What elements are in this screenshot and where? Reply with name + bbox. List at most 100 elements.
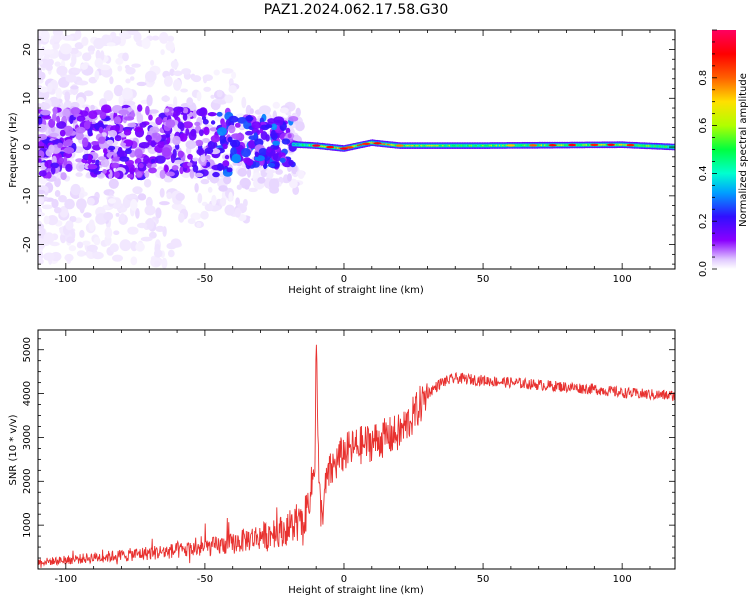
spectrogram-cell bbox=[231, 71, 237, 80]
spectrogram-cell bbox=[88, 110, 98, 119]
spectrogram-cell bbox=[92, 144, 102, 151]
x-tick-label: -50 bbox=[197, 274, 213, 285]
spectrogram-cell bbox=[98, 136, 106, 144]
spectrogram-cell bbox=[245, 115, 253, 121]
spectrogram-cell bbox=[134, 148, 143, 159]
spectrogram-cell bbox=[104, 227, 113, 239]
spectrogram-cell bbox=[187, 218, 196, 225]
spectrogram-cell bbox=[47, 82, 53, 93]
spectrogram-cell bbox=[51, 198, 59, 209]
spectrogram-cell bbox=[115, 57, 124, 65]
spectrogram-cell bbox=[136, 171, 142, 178]
spectrogram-cell bbox=[38, 124, 47, 133]
spectrogram-cell bbox=[70, 85, 79, 90]
spectrogram-cell bbox=[154, 155, 166, 164]
spectrogram-cell bbox=[41, 204, 53, 210]
spectrogram-cell bbox=[38, 86, 49, 93]
spectrogram-cell bbox=[131, 63, 141, 68]
spectrogram-hotspot bbox=[626, 143, 635, 147]
spectrogram-cell bbox=[268, 178, 280, 191]
spectrogram-cell bbox=[136, 81, 147, 87]
spectrogram-cell bbox=[100, 104, 112, 114]
spectrogram-cell bbox=[270, 123, 278, 131]
spectrogram-hotspot bbox=[362, 142, 371, 145]
spectrogram-cell bbox=[206, 161, 211, 167]
spectrogram-x-label: Height of straight line (km) bbox=[288, 285, 424, 296]
spectrogram-cell bbox=[107, 198, 117, 204]
spectrogram-cell bbox=[182, 113, 188, 121]
spectrogram-cell bbox=[123, 116, 135, 121]
spectrogram-cell bbox=[254, 151, 259, 157]
spectrogram-cell bbox=[49, 241, 60, 247]
x-tick-label: 100 bbox=[613, 274, 632, 285]
spectrogram-cell bbox=[75, 126, 86, 134]
spectrogram-cell bbox=[145, 134, 152, 142]
spectrogram-cell bbox=[112, 156, 122, 162]
spectrogram-cell bbox=[38, 60, 43, 65]
spectrogram-cell bbox=[38, 195, 45, 205]
spectrogram-cell bbox=[187, 162, 193, 167]
spectrogram-cell bbox=[150, 59, 155, 66]
spectrogram-cell bbox=[217, 100, 227, 105]
spectrogram-cell bbox=[59, 206, 69, 218]
colorbar-gradient bbox=[712, 30, 736, 269]
spectrogram-cell bbox=[288, 159, 294, 166]
spectrogram-hotspot bbox=[373, 142, 382, 145]
spectrogram-cell bbox=[66, 236, 75, 244]
spectrogram-cell bbox=[165, 41, 175, 51]
spectrogram-cell bbox=[94, 70, 100, 81]
snr-x-label: Height of straight line (km) bbox=[288, 585, 424, 596]
spectrogram-cell bbox=[224, 154, 230, 160]
spectrogram-cell bbox=[127, 30, 139, 36]
spectrogram-cell bbox=[178, 212, 185, 223]
spectrogram-cell bbox=[140, 236, 153, 242]
spectrogram-cell bbox=[76, 115, 86, 122]
spectrogram-cell bbox=[130, 256, 138, 266]
spectrogram-cell bbox=[203, 75, 208, 84]
y-tick-label: 4000 bbox=[22, 381, 33, 406]
spectrogram-cell bbox=[59, 43, 72, 55]
spectrogram-cell bbox=[121, 87, 133, 100]
spectrogram-cell bbox=[125, 194, 138, 199]
spectrogram-cell bbox=[229, 139, 241, 148]
spectrogram-cell bbox=[151, 163, 157, 168]
spectrogram-cell bbox=[189, 169, 195, 179]
spectrogram-cell bbox=[241, 148, 251, 158]
y-tick-label: 1000 bbox=[22, 512, 33, 537]
spectrogram-cell bbox=[161, 257, 168, 269]
spectrogram-cell bbox=[106, 139, 114, 145]
spectrogram-cell bbox=[165, 133, 171, 138]
spectrogram-cell bbox=[81, 36, 89, 46]
y-tick-label: 3000 bbox=[22, 425, 33, 450]
spectrogram-cell bbox=[38, 158, 42, 163]
spectrogram-cell bbox=[207, 112, 217, 117]
spectrogram-cell bbox=[203, 86, 212, 92]
spectrogram-cell bbox=[139, 121, 147, 128]
y-tick-label: 0 bbox=[22, 144, 33, 150]
spectrogram-cell bbox=[50, 165, 56, 175]
spectrogram-cell bbox=[46, 215, 59, 226]
spectrogram-cell bbox=[222, 143, 228, 150]
spectrogram-cell bbox=[238, 214, 247, 222]
spectrogram-cell bbox=[83, 212, 92, 218]
spectrogram-cell bbox=[136, 114, 144, 124]
spectrogram-cell bbox=[129, 76, 135, 81]
spectrogram-cell bbox=[157, 140, 165, 149]
spectrogram-cell bbox=[74, 42, 84, 50]
spectrogram-cell bbox=[148, 167, 157, 174]
colorbar-label: Normalized spectral amplitude bbox=[738, 73, 749, 227]
spectrogram-cell bbox=[288, 116, 299, 122]
spectrogram-cell bbox=[173, 79, 182, 91]
spectrogram-cell bbox=[236, 184, 242, 190]
spectrogram-cell bbox=[103, 90, 114, 102]
spectrogram-cell bbox=[150, 132, 162, 143]
spectrogram-cell bbox=[127, 107, 133, 112]
spectrogram-cell bbox=[51, 140, 58, 145]
spectrogram-cell bbox=[237, 167, 248, 177]
spectrogram-cell bbox=[186, 97, 194, 106]
spectrogram-cell bbox=[108, 178, 119, 189]
spectrogram-cell bbox=[76, 80, 89, 86]
spectrogram-cell bbox=[289, 178, 298, 189]
spectrogram-cell bbox=[223, 175, 232, 185]
spectrogram-cell bbox=[192, 109, 197, 119]
